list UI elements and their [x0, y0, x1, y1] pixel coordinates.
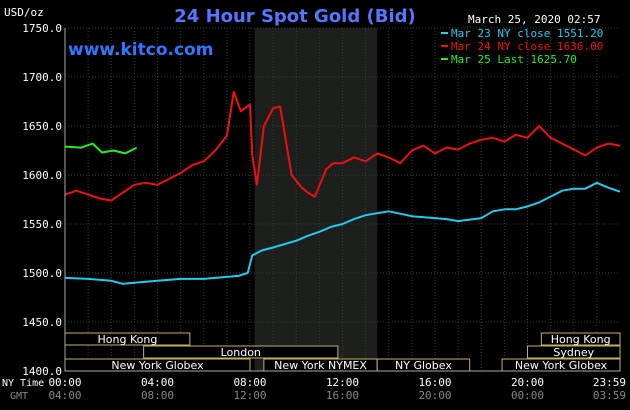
session-label: Sydney [553, 346, 594, 359]
legend-entry: Mar 25 Last 1625.70 [451, 53, 577, 66]
session-label: NY Globex [395, 359, 452, 372]
y-tick-label: 1500.0 [22, 267, 62, 280]
timestamp: March 25, 2020 02:57 [468, 13, 600, 26]
session-label: London [221, 346, 261, 359]
y-tick-label: 1700.0 [22, 71, 62, 84]
x-tick-label-ny: 16:00 [418, 376, 451, 389]
x-axis-label-gmt: GMT [10, 391, 28, 402]
x-tick-label-ny: 00:00 [48, 376, 81, 389]
x-tick-label-gmt: 04:00 [48, 389, 81, 402]
watermark-url: www.kitco.com [68, 40, 213, 60]
axes [64, 28, 620, 372]
session-label: Hong Kong [98, 333, 158, 346]
x-axis-label-ny: NY Time [2, 378, 44, 389]
x-tick-label-gmt: 03:59 [593, 389, 626, 402]
chart-title: 24 Hour Spot Gold (Bid) [174, 6, 415, 27]
session-label: New York Globex [111, 359, 204, 372]
x-tick-label-gmt: 08:00 [141, 389, 174, 402]
session-label: New York NYMEX [274, 359, 367, 372]
grid-lines [65, 27, 620, 372]
x-tick-label-ny: 08:00 [233, 376, 266, 389]
x-tick-label-gmt: 16:00 [326, 389, 359, 402]
y-unit-label: USD/oz [4, 6, 44, 19]
x-tick-label-ny: 23:59 [593, 376, 626, 389]
y-tick-label: 1650.0 [22, 120, 62, 133]
price-series [64, 90, 621, 285]
series-line-3 [64, 142, 138, 155]
x-tick-label-ny: 20:00 [511, 376, 544, 389]
x-tick-label-gmt: 20:00 [418, 389, 451, 402]
y-tick-label: 1750.0 [22, 22, 62, 35]
x-tick-label-ny: 12:00 [326, 376, 359, 389]
legend-entry: Mar 23 NY close 1551.20 [451, 27, 603, 40]
series-line-1 [64, 181, 621, 285]
y-tick-label: 1400.0 [22, 365, 62, 378]
series-line-2 [64, 90, 621, 202]
x-tick-label-ny: 04:00 [141, 376, 174, 389]
y-tick-label: 1600.0 [22, 169, 62, 182]
x-tick-label-gmt: 12:00 [233, 389, 266, 402]
session-bar [143, 345, 339, 359]
nymex-shaded-region [254, 28, 378, 371]
session-bar [540, 332, 621, 346]
y-tick-label: 1550.0 [22, 218, 62, 231]
session-bar [527, 345, 621, 359]
session-label: Hong Kong [551, 333, 611, 346]
legend-entry: Mar 24 NY close 1636.00 [451, 40, 603, 53]
session-label: New York Globex [515, 359, 608, 372]
x-tick-label-gmt: 00:00 [511, 389, 544, 402]
y-tick-label: 1450.0 [22, 316, 62, 329]
